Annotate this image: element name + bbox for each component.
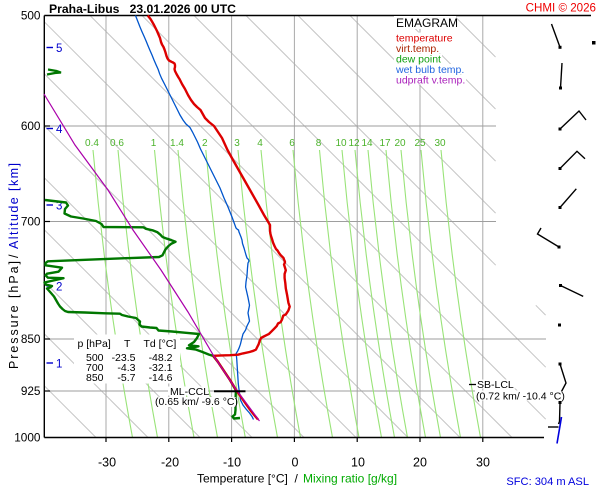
svg-text:wet bulb temp.: wet bulb temp. xyxy=(395,64,464,76)
svg-text:CHMI © 2026: CHMI © 2026 xyxy=(526,2,596,15)
svg-text:-14.6: -14.6 xyxy=(149,372,173,384)
svg-text:SB-LCL: SB-LCL xyxy=(477,379,514,391)
svg-text:10: 10 xyxy=(351,456,365,470)
svg-text:14: 14 xyxy=(361,138,373,149)
svg-text:1.4: 1.4 xyxy=(170,138,184,149)
svg-text:4: 4 xyxy=(257,138,263,149)
svg-text:Pressure [hPa]: Pressure [hPa] xyxy=(7,261,21,369)
svg-text:T: T xyxy=(124,338,131,350)
svg-text:virt.temp.: virt.temp. xyxy=(396,43,439,55)
svg-text:30: 30 xyxy=(476,456,490,470)
svg-text:6: 6 xyxy=(289,138,295,149)
svg-text:Td [°C]: Td [°C] xyxy=(144,338,177,350)
svg-text:600: 600 xyxy=(21,119,41,133)
svg-text:0.4: 0.4 xyxy=(85,138,99,149)
svg-text:2: 2 xyxy=(56,282,62,294)
svg-text:850: 850 xyxy=(21,332,41,346)
svg-text:0: 0 xyxy=(292,456,299,470)
svg-text:/: / xyxy=(7,254,21,258)
svg-text:10: 10 xyxy=(335,138,347,149)
svg-text:SFC: 304 m ASL: SFC: 304 m ASL xyxy=(506,476,589,488)
svg-text:Temperature [°C] /: Temperature [°C] / xyxy=(197,472,299,486)
svg-text:(0.65 km/ -9.6 °C): (0.65 km/ -9.6 °C) xyxy=(155,396,238,408)
svg-text:5: 5 xyxy=(56,43,62,55)
svg-text:temperature: temperature xyxy=(396,33,453,45)
svg-text:-48.2: -48.2 xyxy=(149,352,173,364)
svg-text:-32.1: -32.1 xyxy=(149,362,173,374)
svg-text:3: 3 xyxy=(234,138,240,149)
svg-text:925: 925 xyxy=(21,384,41,398)
svg-text:850: 850 xyxy=(86,372,104,384)
svg-text:-20: -20 xyxy=(161,456,179,470)
svg-text:Mixing ratio [g/kg]: Mixing ratio [g/kg] xyxy=(303,472,397,486)
svg-text:700: 700 xyxy=(21,215,41,229)
svg-text:-10: -10 xyxy=(223,456,241,470)
svg-text:Altitude [km]: Altitude [km] xyxy=(7,163,21,249)
svg-text:2: 2 xyxy=(202,138,208,149)
svg-text:1000: 1000 xyxy=(14,431,41,445)
svg-text:-23.5: -23.5 xyxy=(112,352,136,364)
svg-text:20: 20 xyxy=(394,138,406,149)
svg-text:8: 8 xyxy=(316,138,322,149)
svg-text:17: 17 xyxy=(379,138,391,149)
svg-text:30: 30 xyxy=(434,138,446,149)
svg-text:3: 3 xyxy=(56,201,62,213)
svg-text:EMAGRAM: EMAGRAM xyxy=(396,16,458,30)
svg-text:12: 12 xyxy=(348,138,360,149)
svg-text:500: 500 xyxy=(21,9,41,23)
svg-text:25: 25 xyxy=(414,138,426,149)
svg-text:500: 500 xyxy=(86,352,104,364)
svg-text:-4.3: -4.3 xyxy=(117,362,135,374)
svg-text:700: 700 xyxy=(86,362,104,374)
svg-text:p [hPa]: p [hPa] xyxy=(78,338,111,350)
svg-text:dew point: dew point xyxy=(396,54,441,66)
svg-text:ML-CCL: ML-CCL xyxy=(170,386,209,398)
svg-text:0.6: 0.6 xyxy=(110,138,124,149)
svg-text:udpraft v.temp.: udpraft v.temp. xyxy=(396,75,465,87)
svg-text:(0.72 km/ -10.4 °C): (0.72 km/ -10.4 °C) xyxy=(476,391,565,403)
svg-text:1: 1 xyxy=(151,138,157,149)
svg-text:-30: -30 xyxy=(98,456,116,470)
svg-text:1: 1 xyxy=(56,359,62,371)
svg-text:4: 4 xyxy=(56,124,63,136)
svg-text:Praha-Libus 23.01.2026 00 UT: Praha-Libus 23.01.2026 00 UTC xyxy=(49,2,236,16)
svg-text:20: 20 xyxy=(413,456,427,470)
svg-text:-5.7: -5.7 xyxy=(117,372,135,384)
